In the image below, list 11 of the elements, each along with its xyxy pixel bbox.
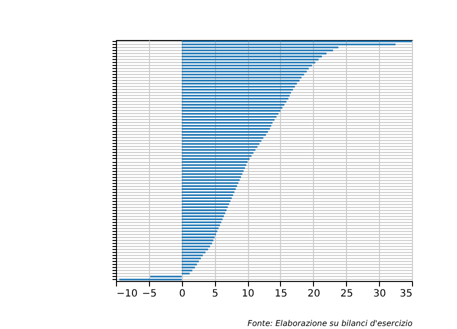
x-tick-label: 35: [400, 288, 412, 300]
x-tick-label: 10: [242, 288, 254, 300]
x-tick-label: 25: [340, 288, 354, 300]
x-tick-label: 15: [274, 288, 288, 300]
x-tick-label: −10: [116, 288, 138, 300]
x-tick-label: 5: [212, 288, 218, 300]
x-tick-label: 30: [373, 288, 386, 300]
x-tick-label: −5: [142, 288, 157, 300]
source-note: Fonte: Elaborazione su bilanci d'esercizio: [247, 319, 413, 328]
x-tick-label: 0: [179, 288, 186, 300]
x-tick-label: 20: [307, 288, 320, 300]
